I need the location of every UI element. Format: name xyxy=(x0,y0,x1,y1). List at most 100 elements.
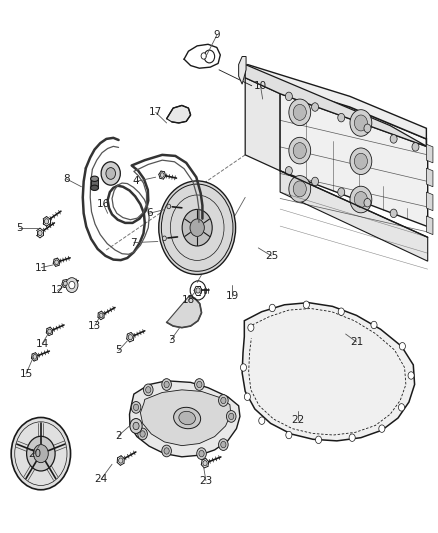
Circle shape xyxy=(159,181,236,274)
Circle shape xyxy=(219,394,228,406)
Circle shape xyxy=(134,404,139,410)
Text: 5: 5 xyxy=(16,223,23,233)
Polygon shape xyxy=(239,56,246,84)
Circle shape xyxy=(190,219,205,237)
Circle shape xyxy=(315,436,321,443)
Circle shape xyxy=(364,198,371,207)
Circle shape xyxy=(196,288,200,293)
Text: 5: 5 xyxy=(115,345,122,356)
Polygon shape xyxy=(91,179,99,188)
Circle shape xyxy=(354,115,367,131)
Ellipse shape xyxy=(91,176,99,181)
Circle shape xyxy=(390,209,397,217)
Circle shape xyxy=(240,364,247,371)
Text: 25: 25 xyxy=(265,251,278,261)
Circle shape xyxy=(162,445,171,457)
Circle shape xyxy=(131,401,141,413)
Circle shape xyxy=(144,384,153,395)
Circle shape xyxy=(311,177,318,185)
Polygon shape xyxy=(426,192,433,211)
Circle shape xyxy=(194,378,204,390)
Circle shape xyxy=(99,313,103,318)
Text: 4: 4 xyxy=(133,176,139,187)
Circle shape xyxy=(106,167,116,179)
Circle shape xyxy=(338,188,345,196)
Circle shape xyxy=(379,425,385,432)
Circle shape xyxy=(38,230,42,236)
Polygon shape xyxy=(166,296,201,328)
Circle shape xyxy=(219,439,228,450)
Circle shape xyxy=(349,434,355,441)
Circle shape xyxy=(350,186,372,213)
Text: 12: 12 xyxy=(51,286,64,295)
Polygon shape xyxy=(130,381,240,457)
Circle shape xyxy=(55,260,59,264)
Circle shape xyxy=(408,372,414,379)
Text: 10: 10 xyxy=(254,81,267,91)
Circle shape xyxy=(259,417,265,424)
Polygon shape xyxy=(280,94,427,227)
Circle shape xyxy=(303,301,309,309)
Circle shape xyxy=(130,418,142,433)
Circle shape xyxy=(293,143,306,159)
Circle shape xyxy=(289,99,311,126)
Circle shape xyxy=(197,448,206,459)
Ellipse shape xyxy=(173,407,201,429)
Circle shape xyxy=(399,403,405,411)
Circle shape xyxy=(33,354,37,359)
Polygon shape xyxy=(242,303,415,441)
Circle shape xyxy=(244,393,251,400)
Circle shape xyxy=(66,278,78,293)
Text: 17: 17 xyxy=(149,107,162,117)
Circle shape xyxy=(138,428,148,440)
Text: 15: 15 xyxy=(19,369,33,379)
Circle shape xyxy=(162,236,166,241)
Ellipse shape xyxy=(91,185,99,190)
Circle shape xyxy=(286,166,292,175)
Circle shape xyxy=(229,413,234,419)
Text: 22: 22 xyxy=(291,415,304,425)
Circle shape xyxy=(204,50,215,63)
Polygon shape xyxy=(245,78,280,171)
Circle shape xyxy=(128,335,133,340)
Circle shape xyxy=(146,386,151,393)
Circle shape xyxy=(64,281,67,286)
Circle shape xyxy=(311,103,318,111)
Polygon shape xyxy=(247,64,426,139)
Circle shape xyxy=(221,441,226,448)
Circle shape xyxy=(162,378,171,390)
Circle shape xyxy=(33,445,48,463)
Circle shape xyxy=(161,184,233,271)
Circle shape xyxy=(293,181,306,197)
Circle shape xyxy=(412,143,419,151)
Circle shape xyxy=(286,92,292,101)
Circle shape xyxy=(350,148,372,174)
Polygon shape xyxy=(426,168,433,187)
Text: 2: 2 xyxy=(115,431,122,441)
Circle shape xyxy=(390,135,397,143)
Circle shape xyxy=(48,329,52,334)
Text: 24: 24 xyxy=(95,474,108,484)
Circle shape xyxy=(226,410,236,422)
Circle shape xyxy=(101,162,120,185)
Circle shape xyxy=(350,110,372,136)
Circle shape xyxy=(338,308,344,316)
Polygon shape xyxy=(247,75,426,219)
Circle shape xyxy=(269,304,276,312)
Circle shape xyxy=(289,138,311,164)
Circle shape xyxy=(293,104,306,120)
Circle shape xyxy=(364,124,371,133)
Text: 6: 6 xyxy=(146,208,152,219)
Circle shape xyxy=(182,209,212,246)
Text: 3: 3 xyxy=(168,335,174,345)
Text: 9: 9 xyxy=(213,30,220,41)
Text: 7: 7 xyxy=(131,238,137,247)
Circle shape xyxy=(201,53,206,59)
Circle shape xyxy=(338,114,345,122)
Circle shape xyxy=(140,431,145,437)
Text: 18: 18 xyxy=(182,295,195,305)
Polygon shape xyxy=(426,144,433,163)
Text: 14: 14 xyxy=(35,338,49,349)
Circle shape xyxy=(203,461,207,466)
Circle shape xyxy=(199,450,204,457)
